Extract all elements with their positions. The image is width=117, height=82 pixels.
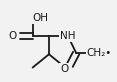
Text: OH: OH (32, 13, 48, 23)
Text: CH₂•: CH₂• (87, 48, 112, 58)
Text: O: O (9, 31, 17, 41)
Text: NH: NH (60, 31, 76, 41)
Text: O: O (60, 64, 69, 74)
